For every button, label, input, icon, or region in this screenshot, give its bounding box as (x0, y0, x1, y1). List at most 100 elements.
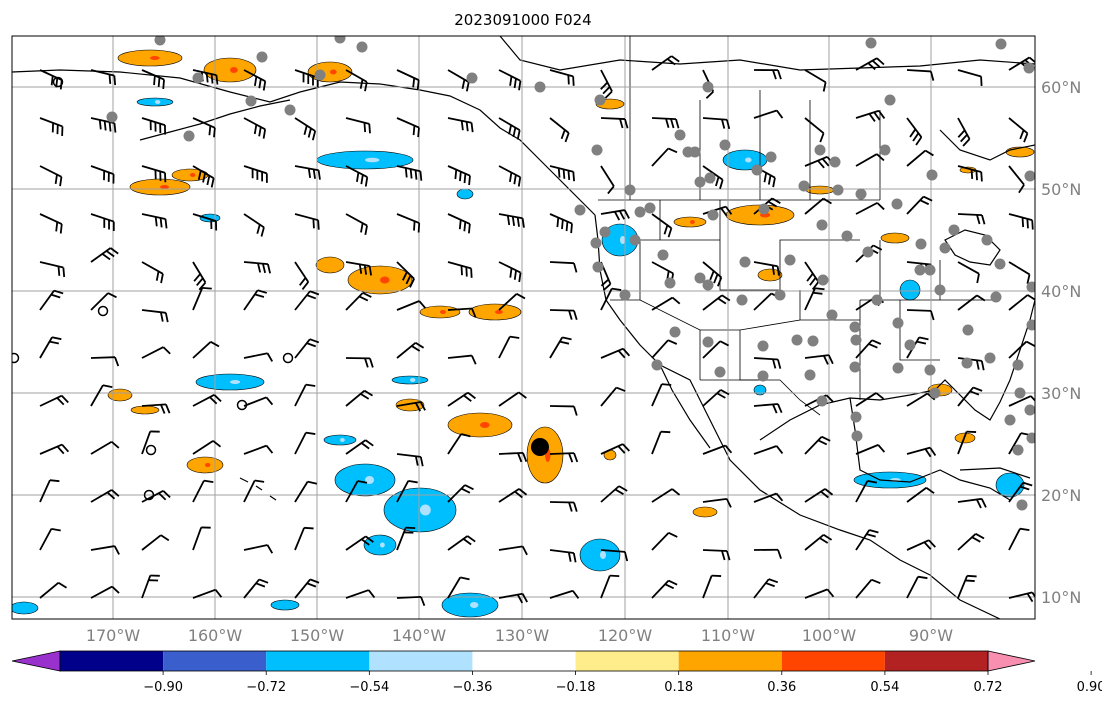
station-dot (990, 291, 1002, 303)
wind-barb (702, 340, 730, 359)
wind-barb (243, 444, 274, 455)
wind-barb (702, 497, 732, 508)
wind-barb (957, 165, 983, 182)
wind-barb (804, 197, 832, 215)
wind-barb (345, 117, 371, 134)
wind-barb (1008, 527, 1030, 551)
wind-barb (804, 435, 831, 455)
wind-barb (396, 69, 420, 90)
wind-barb (804, 354, 834, 365)
wind-barb (243, 578, 269, 599)
wind-barb (141, 213, 168, 229)
wind-barb (294, 578, 320, 599)
station-dot (915, 238, 927, 250)
latitude-label: 50°N (1041, 180, 1081, 199)
wind-barb (702, 549, 731, 561)
station-dot (1023, 62, 1035, 74)
station-dot (892, 317, 904, 329)
station-dot (816, 395, 828, 407)
wind-barb (141, 117, 167, 135)
station-dot (865, 37, 877, 49)
wind-barb (39, 581, 68, 599)
station-dot (751, 164, 763, 176)
wind-barb (90, 440, 120, 455)
station-dot (192, 72, 204, 84)
wind-barb (753, 109, 784, 119)
station-dot (849, 321, 861, 333)
wind-barb (243, 352, 274, 362)
wind-barb (855, 109, 886, 122)
wind-barb (957, 213, 986, 225)
station-dot (657, 249, 669, 261)
wind-barb (192, 213, 218, 231)
wind-barb (702, 444, 733, 455)
wind-barb (498, 335, 520, 359)
wind-barb (39, 443, 70, 455)
wind-barb (396, 213, 421, 233)
wind-barb (702, 117, 731, 130)
colorbar-tick-label: 0.54 (870, 680, 899, 695)
wind-barb (702, 261, 723, 287)
station-dot (739, 256, 751, 268)
colorbar-segment (678, 651, 782, 671)
wind-barb (600, 165, 615, 195)
wind-barb (294, 165, 321, 180)
longitude-label: 170°W (86, 626, 141, 645)
wind-barb (906, 149, 934, 167)
latitude-label: 60°N (1041, 78, 1081, 97)
station-dot (816, 219, 828, 231)
wind-barb (345, 357, 374, 368)
station-dot (784, 254, 796, 266)
wind-barb (753, 261, 780, 276)
wind-barb (447, 165, 471, 186)
wind-barb (294, 480, 318, 503)
wind-barb (90, 545, 120, 555)
wind-barb (702, 294, 731, 311)
wind-barb (804, 488, 834, 503)
wind-barb (345, 589, 376, 599)
station-dot (804, 369, 816, 381)
station-dot (884, 94, 896, 106)
station-dot (664, 277, 676, 289)
wind-barb (549, 69, 575, 86)
station-dot (862, 246, 874, 258)
wind-barb (804, 287, 825, 311)
wind-barb (906, 487, 935, 503)
wind-barb (651, 488, 681, 503)
station-dot (832, 184, 844, 196)
longitude-label: 90°W (909, 626, 953, 645)
station-dot (736, 294, 748, 306)
wind-barb (141, 430, 160, 455)
colorbar-tick-label: 0.90 (1077, 680, 1102, 695)
wind-barb (855, 444, 886, 455)
wind-barb (243, 544, 274, 554)
wind-barb (243, 396, 274, 407)
calm-wind-marker (282, 352, 294, 364)
station-dot (356, 41, 368, 53)
wind-barb (651, 383, 672, 407)
wind-barb (753, 578, 779, 599)
station-dot (534, 81, 546, 93)
station-dot (314, 69, 326, 81)
station-dot (669, 326, 681, 338)
station-dot (924, 364, 936, 376)
wind-barb (396, 453, 424, 467)
wind-barb (855, 339, 882, 359)
wind-barb (549, 213, 573, 234)
longitude-label: 140°W (392, 626, 447, 645)
station-dot (719, 139, 731, 151)
latitude-label: 40°N (1041, 282, 1081, 301)
station-dot (644, 202, 656, 214)
wind-barb (294, 338, 320, 359)
station-dot (1024, 170, 1035, 182)
wind-barb (1008, 213, 1034, 230)
colorbar-segment (575, 651, 679, 671)
station-dot (707, 209, 719, 221)
wind-barb (39, 261, 66, 278)
wind-barb (90, 356, 120, 367)
station-dot (702, 81, 714, 93)
wind-barb (651, 579, 678, 599)
colorbar-tick-label: −0.54 (349, 680, 389, 695)
wind-barb (600, 574, 620, 599)
wind-barb (1008, 261, 1031, 284)
